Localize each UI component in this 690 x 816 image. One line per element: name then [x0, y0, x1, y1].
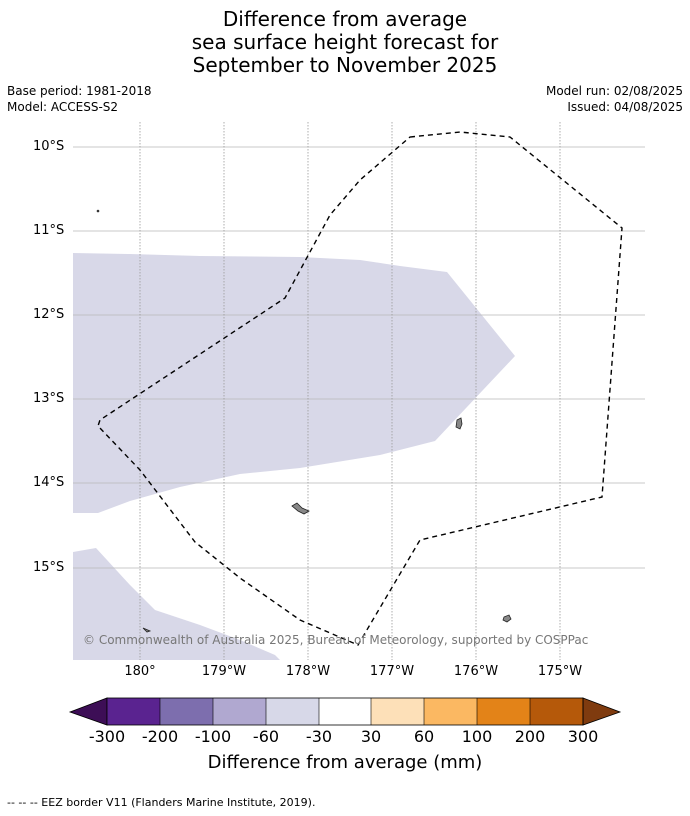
lon-label-180: 180°	[124, 664, 156, 679]
anomaly-region-north	[73, 253, 515, 513]
lat-label-15s: 15°S	[33, 560, 65, 575]
colorbar-tick: 30	[360, 727, 382, 746]
lon-label-175w: 175°W	[537, 664, 583, 679]
colorbar-tick: 200	[514, 727, 546, 746]
copyright-notice: © Commonwealth of Australia 2025, Bureau…	[83, 633, 589, 647]
lon-label-179w: 179°W	[201, 664, 247, 679]
map-title: Difference from average sea surface heig…	[0, 8, 690, 77]
island-dot-north	[96, 209, 100, 213]
base-period: Base period: 1981-2018	[7, 84, 152, 98]
colorbar-frame	[106, 697, 584, 726]
lat-label-10s: 10°S	[33, 139, 65, 154]
lon-label-178w: 178°W	[285, 664, 331, 679]
colorbar-bin-8	[477, 698, 530, 725]
map-area	[73, 122, 645, 660]
meta-right: Model run: 02/08/2025 Issued: 04/08/2025	[546, 83, 683, 115]
lat-label-14s: 14°S	[33, 475, 65, 490]
issued-date: Issued: 04/08/2025	[567, 100, 683, 114]
colorbar-bin-4	[266, 698, 319, 725]
colorbar-tick: -30	[305, 727, 333, 746]
colorbar-extend-low	[68, 697, 108, 726]
island-futuna	[291, 502, 310, 515]
title-line-3: September to November 2025	[192, 53, 498, 77]
colorbar-title: Difference from average (mm)	[207, 752, 483, 773]
colorbar-tick: 60	[413, 727, 435, 746]
lat-label-13s: 13°S	[33, 391, 65, 406]
island-small-south	[502, 614, 512, 623]
colorbar-bin-5	[319, 698, 371, 725]
colorbar-bin-1	[107, 698, 160, 725]
colorbar-extend-high	[582, 697, 622, 726]
colorbar-tick: 100	[461, 727, 493, 746]
title-line-1: Difference from average	[222, 7, 468, 31]
lon-label-176w: 176°W	[453, 664, 499, 679]
latitude-gridlines	[73, 146, 645, 569]
longitude-gridlines	[139, 122, 561, 660]
islands	[96, 209, 512, 633]
lat-label-12s: 12°S	[33, 307, 65, 322]
island-wallis	[455, 417, 463, 430]
colorbar-tick: 300	[567, 727, 599, 746]
model-run: Model run: 02/08/2025	[545, 84, 683, 98]
colorbar-bin-9	[530, 698, 583, 725]
title-line-2: sea surface height forecast for	[191, 30, 499, 54]
colorbar-bin-3	[213, 698, 266, 725]
colorbar-tick: -60	[252, 727, 280, 746]
island-reef-south	[142, 627, 152, 633]
colorbar-bin-7	[424, 698, 477, 725]
lat-label-11s: 11°S	[33, 223, 65, 238]
anomaly-region-south	[73, 548, 280, 660]
lon-label-177w: 177°W	[369, 664, 415, 679]
colorbar-bin-2	[160, 698, 213, 725]
colorbar-bin-6	[371, 698, 424, 725]
eez-footnote: -- -- -- EEZ border V11 (Flanders Marine…	[7, 796, 316, 809]
colorbar-tick: -300	[88, 727, 126, 746]
colorbar-tick: -200	[141, 727, 179, 746]
colorbar-tick: -100	[194, 727, 232, 746]
colorbar	[68, 697, 622, 726]
model-name: Model: ACCESS-S2	[7, 100, 119, 114]
meta-left: Base period: 1981-2018 Model: ACCESS-S2	[7, 83, 152, 115]
